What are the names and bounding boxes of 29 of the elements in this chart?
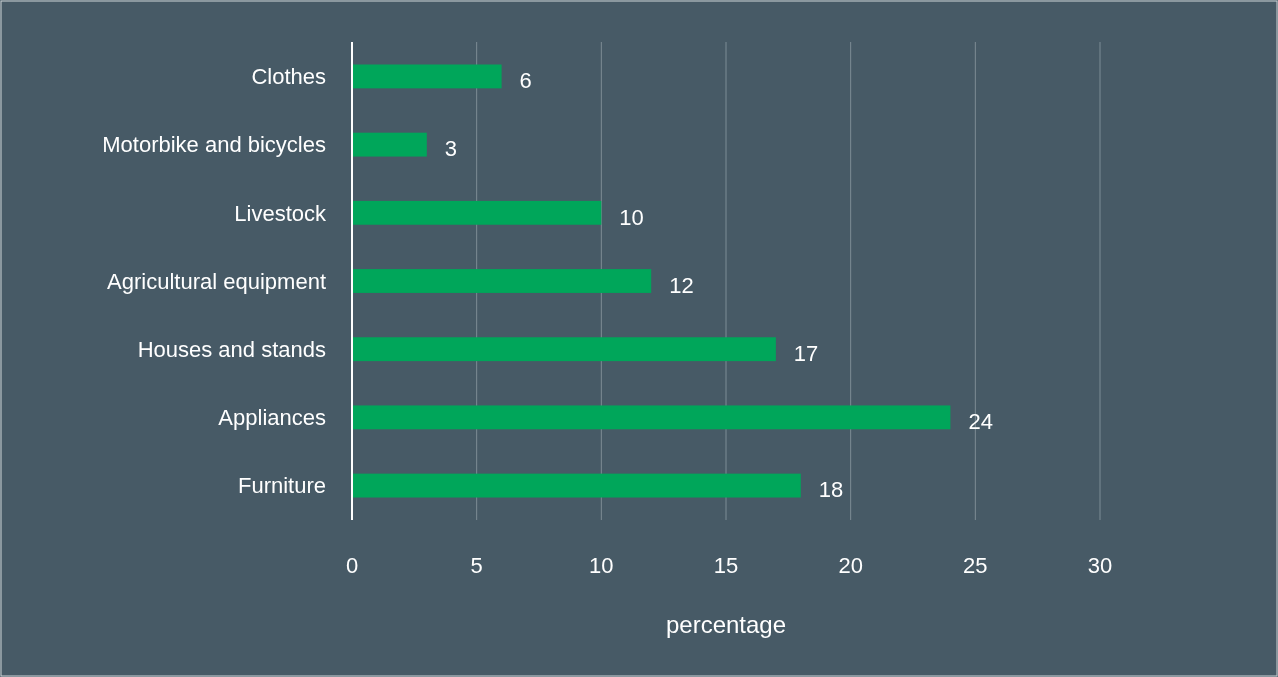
y-tick-label: Furniture — [237, 473, 326, 499]
bar — [352, 269, 652, 293]
bar — [352, 405, 951, 430]
x-tick-label: 20 — [838, 552, 863, 578]
data-label: 18 — [818, 477, 844, 503]
x-tick-label: 5 — [470, 552, 483, 578]
x-axis-title: percentage — [665, 611, 787, 639]
bar — [352, 64, 502, 89]
data-label: 12 — [669, 272, 694, 298]
x-tick-label: 15 — [713, 552, 739, 578]
x-tick-label: 10 — [589, 552, 614, 578]
x-tick-label: 25 — [963, 552, 988, 578]
x-tick-label: 30 — [1087, 552, 1113, 578]
x-tick-label: 0 — [345, 552, 359, 578]
y-tick-label: Livestock — [234, 200, 327, 226]
bar — [352, 200, 602, 225]
y-tick-label: Appliances — [218, 405, 326, 431]
data-label: 24 — [968, 409, 993, 435]
bar — [352, 473, 801, 498]
y-tick-label: Agricultural equipment — [107, 268, 326, 294]
data-label: 17 — [793, 340, 819, 366]
data-label: 3 — [444, 136, 458, 162]
y-tick-label: Motorbike and bicycles — [102, 132, 326, 158]
y-tick-label: Houses and stands — [137, 336, 326, 362]
bar — [352, 337, 776, 362]
data-label: 10 — [619, 204, 644, 230]
bar — [352, 132, 427, 157]
data-label: 6 — [519, 68, 532, 94]
y-tick-label: Clothes — [251, 64, 326, 90]
